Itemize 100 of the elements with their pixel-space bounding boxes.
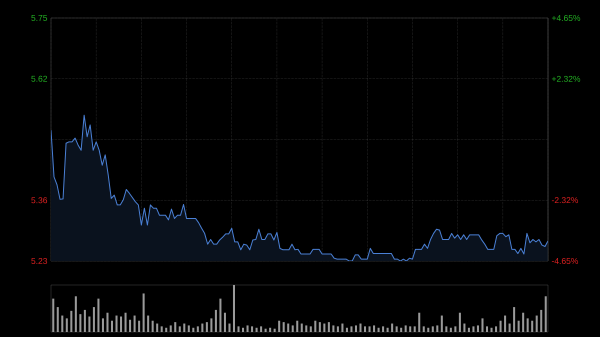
bar (278, 320, 280, 332)
bar (531, 320, 534, 332)
bar (142, 293, 145, 332)
bar (52, 298, 54, 332)
bar (350, 326, 352, 332)
bar (264, 328, 267, 332)
bar (74, 296, 77, 332)
bar (260, 326, 262, 332)
bar (364, 326, 366, 332)
bar (522, 312, 524, 332)
bar (106, 312, 108, 332)
bar (174, 322, 176, 332)
bar (192, 328, 194, 332)
bar (332, 325, 334, 332)
bar (242, 328, 244, 332)
bar (418, 312, 420, 332)
bar (463, 324, 466, 332)
bar (165, 328, 168, 332)
bar (318, 322, 321, 332)
bar (84, 310, 86, 332)
bar (224, 312, 226, 332)
bar (102, 318, 104, 332)
bar (287, 324, 290, 332)
bar (386, 328, 389, 332)
bar (445, 326, 448, 332)
bar (508, 324, 511, 332)
bar (454, 326, 456, 332)
bar (134, 316, 136, 332)
bar (359, 324, 362, 332)
bar (97, 298, 100, 332)
bar (500, 320, 502, 332)
bar (256, 328, 258, 332)
bar (214, 310, 217, 332)
bar (228, 324, 230, 332)
bar (115, 316, 118, 332)
bar (391, 324, 394, 332)
bar (152, 320, 154, 332)
bar (536, 316, 538, 332)
bar (476, 325, 479, 332)
y-tick-label: 5.62 (31, 76, 48, 82)
bar (92, 307, 95, 332)
bar (124, 312, 127, 332)
bar (414, 326, 416, 332)
bar (328, 322, 330, 332)
bar (490, 328, 493, 332)
bar (458, 312, 461, 332)
bar (269, 328, 272, 332)
bar (274, 328, 276, 332)
bar (300, 324, 303, 332)
bar (396, 326, 398, 332)
bar (422, 326, 425, 332)
bar (282, 322, 285, 332)
bar (404, 325, 407, 332)
y2-tick-label: +2.32% (552, 76, 580, 82)
bar (427, 328, 430, 332)
bar (70, 310, 72, 332)
bar (486, 326, 488, 332)
bar (170, 325, 172, 332)
bar (518, 320, 520, 332)
bar (341, 324, 344, 332)
bar (481, 318, 484, 332)
bar (336, 326, 339, 332)
bar (540, 310, 542, 332)
bar (400, 328, 402, 332)
bar (432, 326, 434, 332)
bar (232, 285, 236, 332)
bar (219, 298, 222, 332)
bar (373, 325, 376, 332)
y2-tick-label: -2.32% (552, 197, 578, 204)
bar (237, 326, 240, 332)
y2-tick-label: +4.65% (552, 15, 580, 21)
bar (305, 325, 308, 332)
bar (368, 326, 371, 332)
bar (61, 316, 64, 332)
y-tick-label: 5.75 (31, 15, 48, 21)
bar (440, 316, 443, 332)
bar (210, 318, 212, 332)
bar (346, 328, 348, 332)
bar (382, 326, 384, 332)
y-tick-label: 5.23 (31, 258, 48, 264)
bar (188, 325, 190, 332)
bar (409, 326, 412, 332)
bar (88, 316, 90, 332)
bar (468, 328, 470, 332)
bar (206, 322, 208, 332)
bar (120, 316, 122, 332)
bar (450, 328, 452, 332)
bar (56, 307, 59, 332)
bar (378, 328, 380, 332)
bar (323, 324, 326, 332)
bar (472, 326, 474, 332)
bar (246, 325, 249, 332)
bar (196, 326, 199, 332)
bar (79, 314, 82, 332)
bar (110, 320, 114, 332)
bar (296, 320, 298, 332)
bar (156, 324, 158, 332)
bar (66, 318, 68, 332)
bar (183, 324, 186, 332)
bar (544, 296, 547, 332)
